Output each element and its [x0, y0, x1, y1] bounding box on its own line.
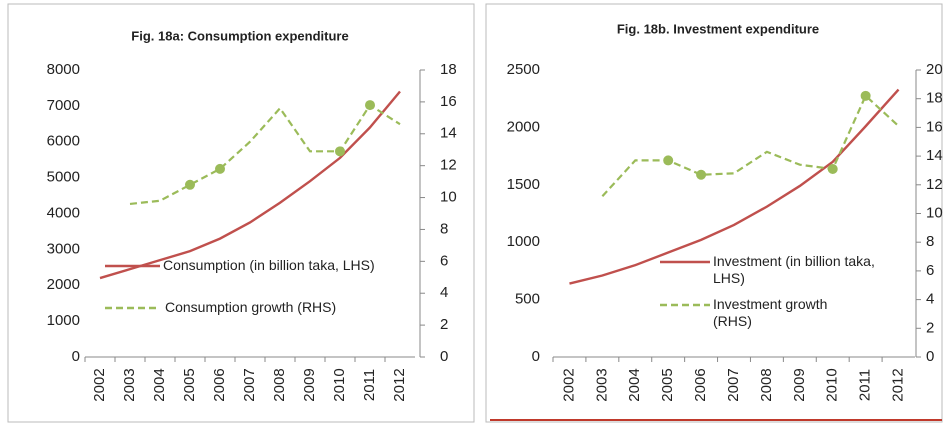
x-tick-label: 2005	[659, 368, 676, 401]
x-tick-label: 2012	[890, 368, 907, 401]
y2-tick-label: 0	[440, 348, 448, 365]
x-tick-label: 2011	[361, 369, 378, 401]
y2-tick-label: 2	[926, 319, 934, 336]
y-tick-label: 6000	[47, 133, 80, 150]
y-tick-label: 1500	[507, 176, 540, 193]
x-tick-label: 2010	[331, 368, 348, 401]
x-tick-label: 2008	[271, 368, 288, 401]
x-tick-label: 2008	[758, 368, 775, 401]
y2-tick-label: 18	[440, 61, 457, 78]
y-tick-label: 500	[515, 291, 540, 308]
series-line	[99, 90, 401, 280]
y2-tick-label: 4	[926, 291, 934, 308]
x-tick-label: 2007	[725, 368, 742, 401]
y2-tick-label: 6	[440, 252, 448, 269]
y-tick-label: 5000	[47, 169, 80, 186]
y-tick-label: 2000	[47, 276, 80, 293]
chart-title: Fig. 18a: Consumption expenditure	[131, 28, 348, 43]
y2-tick-label: 18	[926, 90, 943, 107]
y2-tick-label: 12	[440, 157, 457, 174]
y2-tick-label: 10	[926, 204, 943, 221]
legend-label: Consumption growth (RHS)	[165, 299, 337, 315]
y2-tick-label: 2	[440, 316, 448, 333]
y-tick-label: 7000	[47, 97, 80, 114]
y-tick-label: 1000	[47, 312, 80, 329]
legend-label: Investment growth (RHS)	[713, 296, 828, 329]
panel	[7, 3, 475, 423]
y2-tick-label: 6	[926, 262, 934, 279]
y2-tick-label: 20	[926, 61, 943, 78]
x-tick-label: 2006	[692, 368, 709, 401]
point-marker	[365, 100, 375, 111]
point-marker	[335, 146, 345, 157]
y2-tick-label: 4	[440, 284, 448, 301]
point-marker	[827, 164, 838, 175]
series-line	[569, 88, 900, 285]
point-marker	[215, 163, 225, 174]
x-tick-label: 2003	[593, 368, 610, 401]
x-tick-label: 2005	[181, 368, 198, 401]
point-marker	[860, 90, 871, 101]
y2-tick-label: 16	[440, 93, 457, 110]
y2-tick-label: 8	[926, 233, 934, 250]
y-tick-label: 8000	[47, 61, 80, 78]
x-tick-label: 2004	[626, 368, 643, 401]
panel	[485, 3, 943, 423]
x-tick-label: 2003	[121, 368, 138, 401]
x-tick-label: 2012	[391, 368, 408, 401]
point-marker	[663, 155, 674, 166]
y2-tick-label: 12	[926, 176, 943, 193]
point-marker	[185, 179, 195, 190]
x-tick-label: 2006	[211, 368, 228, 401]
y2-tick-label: 14	[440, 125, 457, 142]
y2-tick-label: 0	[926, 348, 934, 365]
y-tick-label: 0	[72, 348, 80, 365]
x-tick-label: 2002	[560, 368, 577, 401]
y2-tick-label: 8	[440, 220, 448, 237]
y2-tick-label: 14	[926, 147, 943, 164]
y2-tick-label: 16	[926, 118, 943, 135]
x-tick-label: 2011	[857, 369, 874, 401]
y-tick-label: 3000	[47, 240, 80, 257]
y-tick-label: 2500	[507, 61, 540, 78]
legend-label: Investment (in billion taka, LHS)	[713, 253, 875, 286]
series-line	[129, 103, 401, 206]
x-tick-label: 2002	[91, 368, 108, 401]
y-tick-label: 1000	[507, 233, 540, 250]
y2-tick-label: 10	[440, 189, 457, 206]
point-marker	[696, 169, 707, 180]
x-tick-label: 2007	[241, 368, 258, 401]
chart-title: Fig. 18b. Investment expenditure	[617, 21, 819, 36]
x-tick-label: 2010	[824, 368, 841, 401]
x-tick-label: 2004	[151, 368, 168, 401]
x-tick-label: 2009	[301, 368, 318, 401]
y-tick-label: 4000	[47, 204, 80, 221]
series-line	[601, 93, 900, 198]
y-tick-label: 2000	[507, 118, 540, 135]
x-tick-label: 2009	[791, 368, 808, 401]
legend-label: Consumption (in billion taka, LHS)	[163, 257, 375, 273]
y-tick-label: 0	[532, 348, 540, 365]
